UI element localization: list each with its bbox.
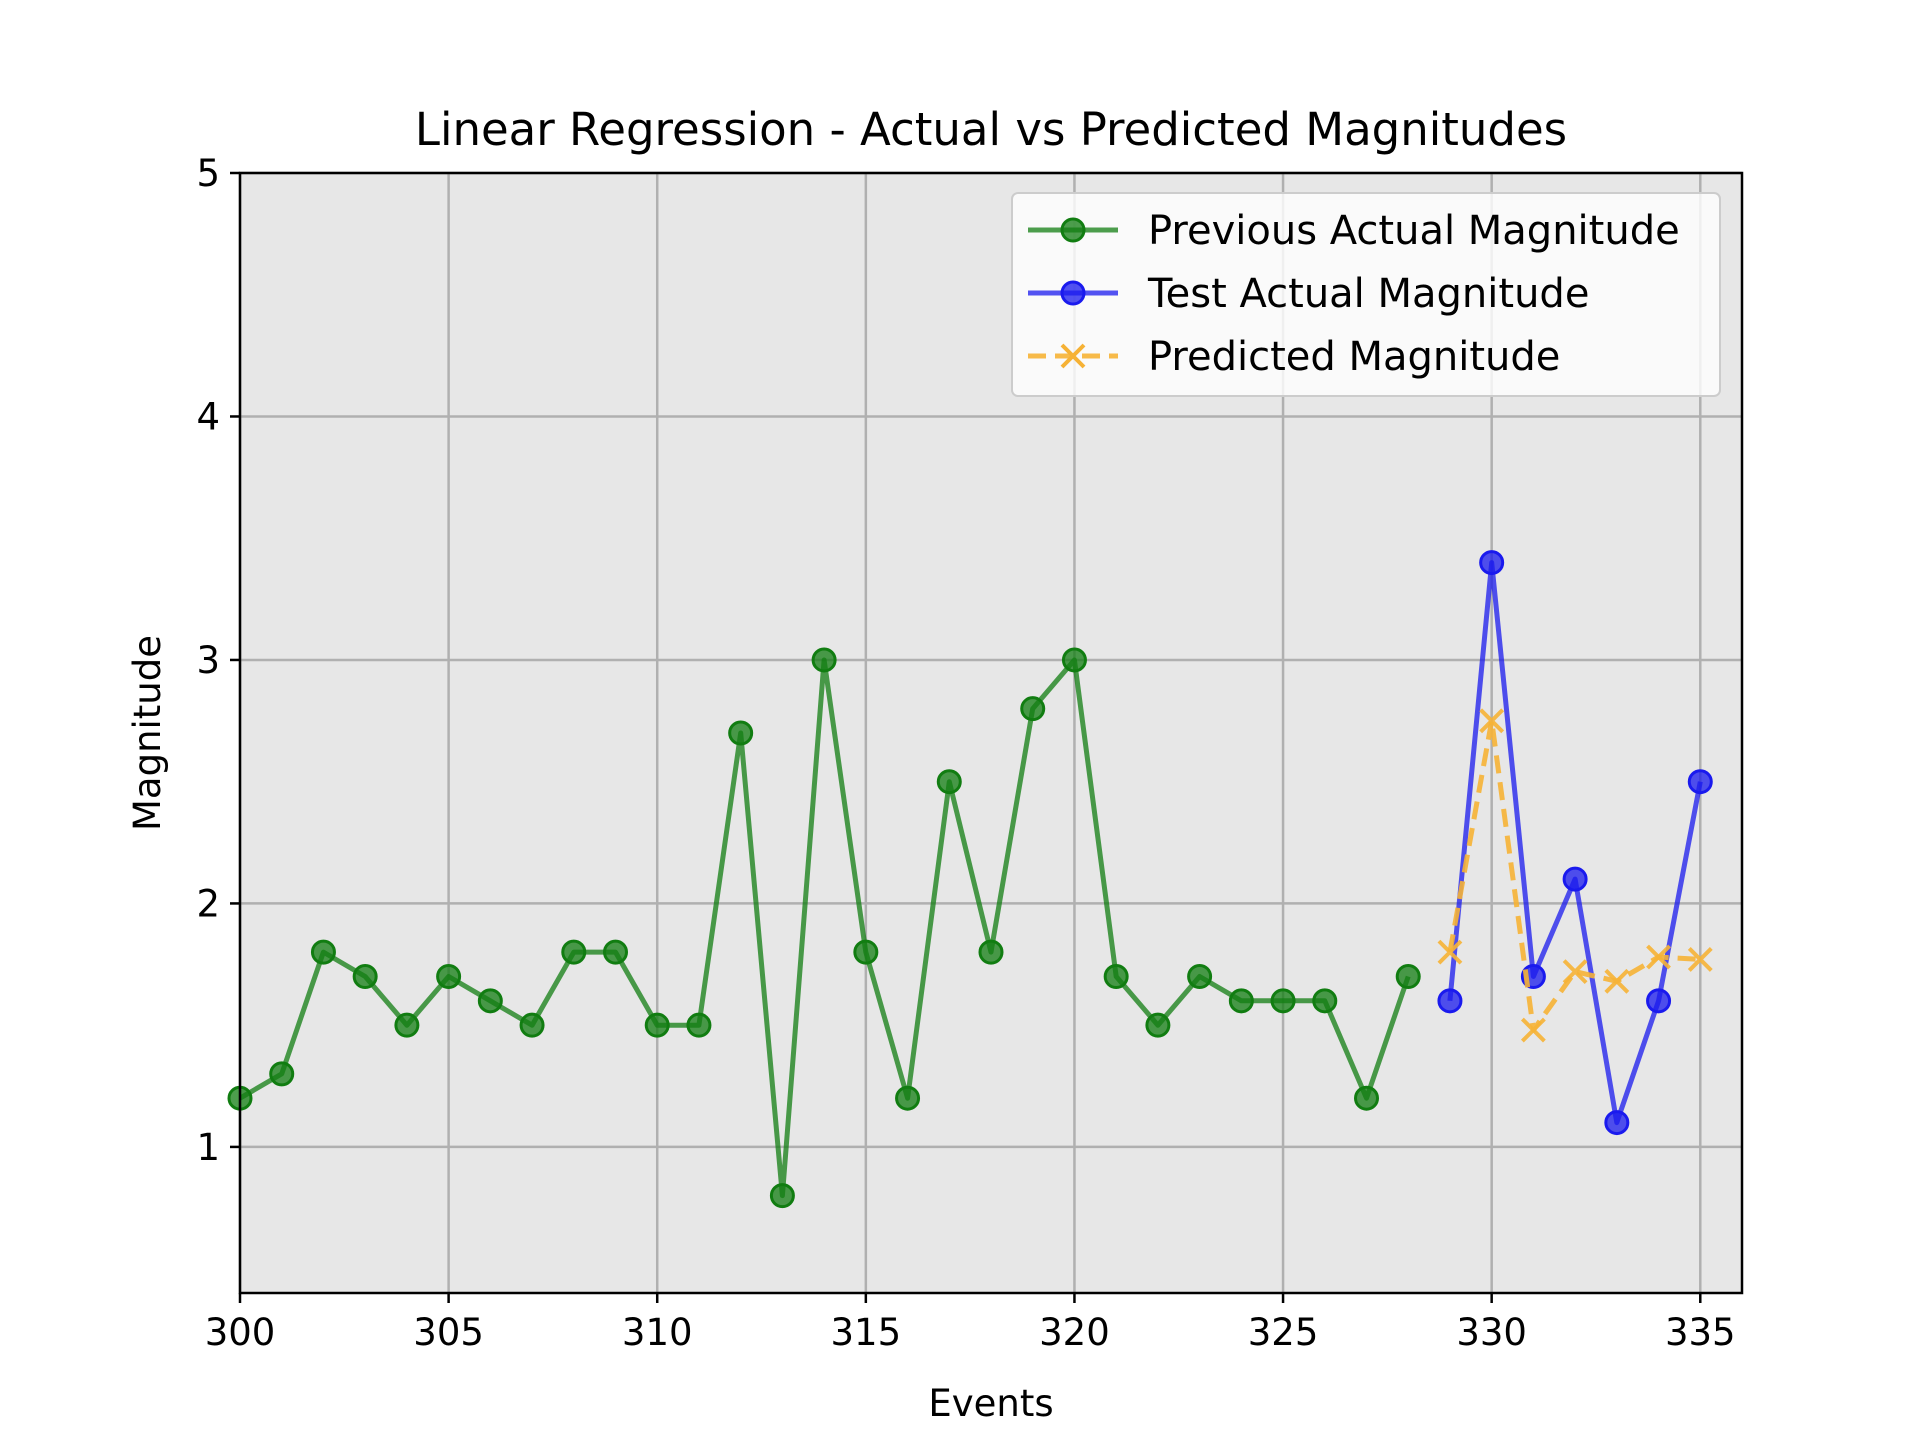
x-tick-label: 310 <box>622 1311 693 1354</box>
data-point <box>1520 1017 1546 1043</box>
x-tick-label: 330 <box>1456 1311 1527 1354</box>
data-point <box>936 769 962 795</box>
data-point <box>644 1012 670 1038</box>
y-tick-label: 4 <box>196 395 220 438</box>
series-1 <box>227 647 1421 1209</box>
legend-entry-previous-actual: Previous Actual Magnitude <box>1028 208 1680 254</box>
data-point <box>352 963 378 989</box>
data-point <box>978 939 1004 965</box>
series-group <box>227 550 1713 1209</box>
plot-frame <box>238 171 1744 1295</box>
y-axis-label: Magnitude <box>126 635 169 831</box>
data-point <box>853 939 879 965</box>
data-point <box>895 1085 921 1111</box>
legend-entry-test-actual: Test Actual Magnitude <box>1028 271 1589 317</box>
legend-swatch-marker <box>1060 217 1086 243</box>
data-point <box>1646 944 1671 970</box>
chart-title: Linear Regression - Actual vs Predicted … <box>415 103 1567 156</box>
x-tick-label: 305 <box>413 1311 484 1354</box>
legend-label-test-actual: Test Actual Magnitude <box>1147 271 1589 317</box>
data-point <box>1395 963 1421 989</box>
x-tick-label: 300 <box>205 1311 276 1354</box>
data-point <box>1687 947 1713 972</box>
data-point <box>1187 963 1213 989</box>
series-3 <box>1437 708 1713 1043</box>
data-point <box>519 1012 545 1038</box>
data-point <box>436 963 462 989</box>
legend-label-predicted: Predicted Magnitude <box>1148 334 1560 380</box>
data-point <box>769 1183 795 1209</box>
data-point <box>1687 769 1713 795</box>
data-point <box>1312 988 1338 1014</box>
data-point <box>1437 939 1463 965</box>
data-point <box>1479 550 1505 576</box>
series-2 <box>1437 550 1713 1136</box>
legend-label-previous-actual: Previous Actual Magnitude <box>1148 208 1680 254</box>
x-tick-label: 315 <box>831 1311 902 1354</box>
y-tick-label: 1 <box>196 1126 220 1169</box>
legend-entry-predicted: Predicted Magnitude <box>1028 334 1560 380</box>
data-point <box>310 939 336 965</box>
data-point <box>1604 968 1630 994</box>
data-point <box>1354 1085 1379 1111</box>
data-point <box>1228 988 1254 1014</box>
data-point <box>561 939 587 965</box>
data-point <box>1270 988 1296 1014</box>
data-point <box>394 1012 420 1038</box>
y-tick-label: 3 <box>196 639 220 682</box>
legend-swatch-marker <box>1060 280 1086 306</box>
x-axis-label: Events <box>928 1382 1053 1425</box>
data-point <box>811 647 837 673</box>
data-point <box>1479 708 1505 734</box>
y-tick-label: 2 <box>196 882 220 925</box>
data-point <box>1562 866 1588 892</box>
y-tick-label: 5 <box>196 152 220 195</box>
data-point <box>1145 1012 1171 1038</box>
data-point <box>1646 988 1672 1014</box>
data-point <box>1061 647 1087 673</box>
data-point <box>728 720 754 746</box>
data-point <box>1020 696 1046 722</box>
x-tick-label: 325 <box>1248 1311 1319 1354</box>
data-point <box>1437 988 1463 1014</box>
legend-swatch-marker <box>1060 343 1086 369</box>
legend-box <box>1011 192 1721 397</box>
data-point <box>269 1061 295 1087</box>
x-tick-label: 320 <box>1039 1311 1110 1354</box>
legend: Previous Actual Magnitude Test Actual Ma… <box>1011 192 1721 397</box>
data-point <box>1604 1110 1630 1136</box>
x-tick-label: 335 <box>1665 1311 1736 1354</box>
data-point <box>1562 959 1588 985</box>
data-point <box>686 1012 712 1038</box>
data-point <box>1103 963 1129 989</box>
data-point <box>477 988 503 1014</box>
data-point <box>603 939 628 965</box>
axis-ticks: 300 305 310 315 320 325 330 335 1 2 3 4 5 <box>196 152 1735 1354</box>
